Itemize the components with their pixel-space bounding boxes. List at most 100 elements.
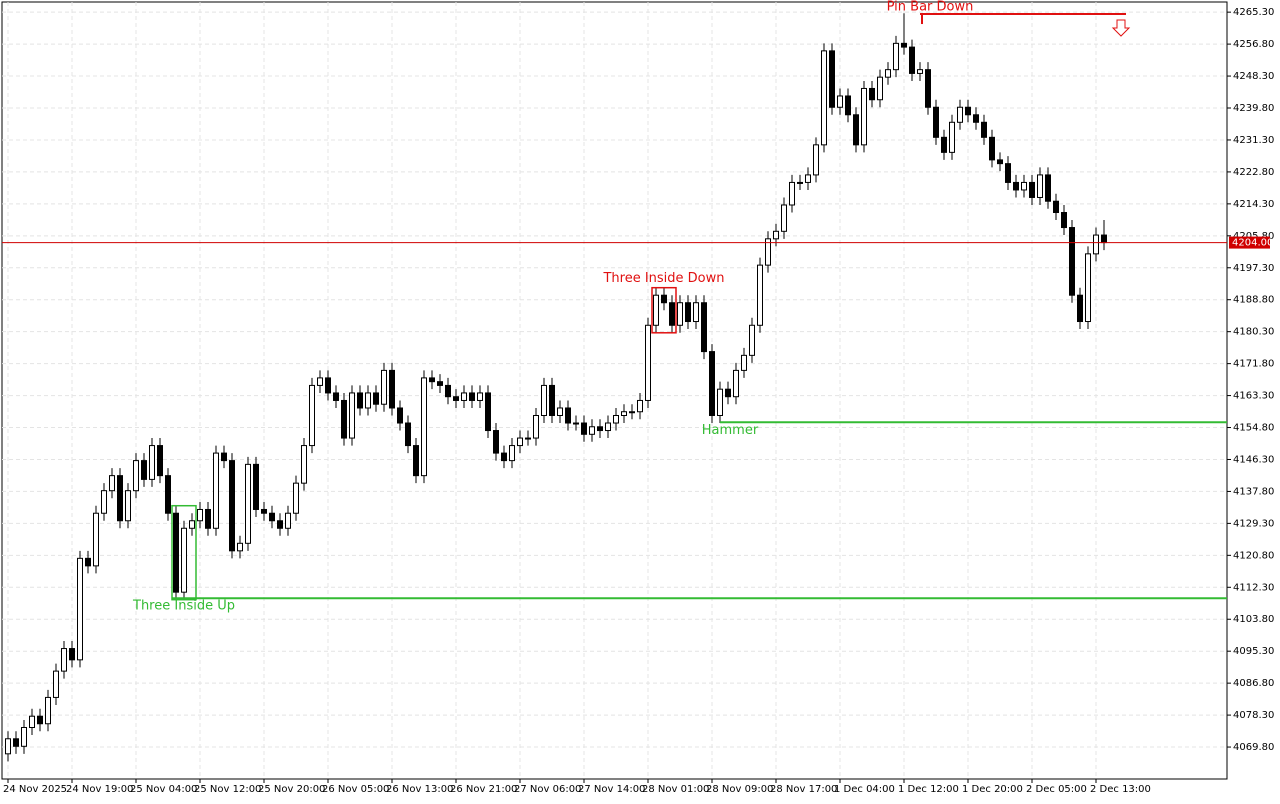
candle-body — [797, 181, 803, 184]
candle-body — [29, 715, 35, 729]
candle-body — [541, 384, 547, 416]
y-tick-label: 4120.80 — [1233, 550, 1274, 561]
candle-body — [333, 392, 339, 401]
candle-body — [981, 121, 987, 138]
x-tick-label: 1 Dec 04:00 — [834, 784, 895, 795]
x-tick-label: 25 Nov 12:00 — [194, 784, 261, 795]
candle-body — [101, 490, 107, 514]
y-tick-label: 4112.30 — [1233, 582, 1274, 593]
candle-body — [845, 95, 851, 116]
candle-body — [597, 426, 603, 432]
candle-body — [669, 302, 675, 326]
candle-body — [165, 475, 171, 514]
candle-body — [373, 392, 379, 405]
candle-body — [733, 369, 739, 398]
candle-body — [533, 414, 539, 439]
candle-body — [109, 475, 115, 492]
candle-body — [149, 445, 155, 480]
candle-body — [429, 377, 435, 383]
candle-body — [693, 302, 699, 323]
candle-body — [813, 144, 819, 176]
candle-body — [877, 76, 883, 101]
candle-body — [445, 384, 451, 398]
candle-body — [261, 508, 267, 514]
candle-body — [629, 411, 635, 414]
candle-body — [341, 399, 347, 439]
candle-body — [821, 50, 827, 146]
candle-body — [477, 392, 483, 401]
x-tick-label: 28 Nov 17:00 — [770, 784, 837, 795]
y-tick-label: 4265.30 — [1233, 7, 1274, 18]
y-tick-label: 4214.30 — [1233, 199, 1274, 210]
candle-body — [245, 463, 251, 544]
candle-body — [701, 302, 707, 353]
candle-body — [1021, 181, 1027, 191]
candle-body — [757, 264, 763, 326]
candle-body — [909, 46, 915, 74]
x-tick-label: 27 Nov 06:00 — [514, 784, 581, 795]
annotation-label: Three Inside Up — [132, 599, 235, 614]
candle-body — [69, 648, 75, 661]
candle-body — [269, 512, 275, 522]
candle-body — [853, 114, 859, 146]
candle-body — [917, 69, 923, 74]
candle-body — [941, 136, 947, 153]
candle-body — [557, 407, 563, 416]
candle-body — [77, 557, 83, 661]
candle-body — [229, 460, 235, 552]
candle-body — [997, 159, 1003, 165]
candle-body — [501, 452, 507, 462]
x-tick-label: 27 Nov 14:00 — [578, 784, 645, 795]
candle-body — [509, 445, 515, 462]
candle-body — [725, 388, 731, 398]
candle-body — [285, 512, 291, 529]
candle-body — [221, 452, 227, 462]
y-tick-label: 4095.30 — [1233, 646, 1274, 657]
candle-body — [365, 392, 371, 409]
x-tick-label: 28 Nov 09:00 — [706, 784, 773, 795]
candle-body — [805, 174, 811, 183]
candle-body — [1093, 234, 1099, 255]
annotation-label: Pin Bar Down — [887, 0, 974, 15]
candle-body — [637, 399, 643, 413]
candle-body — [709, 351, 715, 416]
candle-body — [573, 422, 579, 425]
candle-body — [413, 445, 419, 477]
candle-body — [989, 136, 995, 161]
candle-body — [949, 121, 955, 153]
candle-body — [621, 411, 627, 416]
annotation-label: Three Inside Down — [602, 271, 724, 286]
x-tick-label: 1 Dec 12:00 — [898, 784, 959, 795]
y-tick-label: 4163.30 — [1233, 391, 1274, 402]
candle-body — [517, 437, 523, 447]
y-tick-label: 4180.30 — [1233, 327, 1274, 338]
candle-body — [197, 508, 203, 522]
candle-body — [661, 294, 667, 304]
candle-body — [589, 426, 595, 435]
candle-body — [485, 392, 491, 432]
candle-body — [253, 463, 259, 510]
candle-body — [469, 392, 475, 401]
x-tick-label: 25 Nov 04:00 — [130, 784, 197, 795]
candle-body — [85, 557, 91, 567]
candle-body — [421, 377, 427, 477]
x-tick-label: 26 Nov 13:00 — [386, 784, 453, 795]
pattern-box — [171, 504, 197, 601]
candle-body — [749, 324, 755, 356]
candle-body — [741, 354, 747, 371]
candle-body — [189, 520, 195, 529]
y-tick-label: 4197.30 — [1233, 263, 1274, 274]
x-tick-label: 24 Nov 19:00 — [66, 784, 133, 795]
candle-body — [605, 422, 611, 432]
candle-body — [837, 95, 843, 108]
candle-body — [13, 738, 19, 747]
arrow-icon — [1111, 19, 1131, 37]
candle-body — [405, 422, 411, 447]
y-tick-label: 4069.80 — [1233, 742, 1274, 753]
y-tick-label: 4188.80 — [1233, 295, 1274, 306]
candle-body — [309, 384, 315, 447]
y-tick-label: 4146.30 — [1233, 454, 1274, 465]
candle-body — [45, 696, 51, 725]
candle-body — [181, 527, 187, 593]
candle-body — [861, 87, 867, 146]
